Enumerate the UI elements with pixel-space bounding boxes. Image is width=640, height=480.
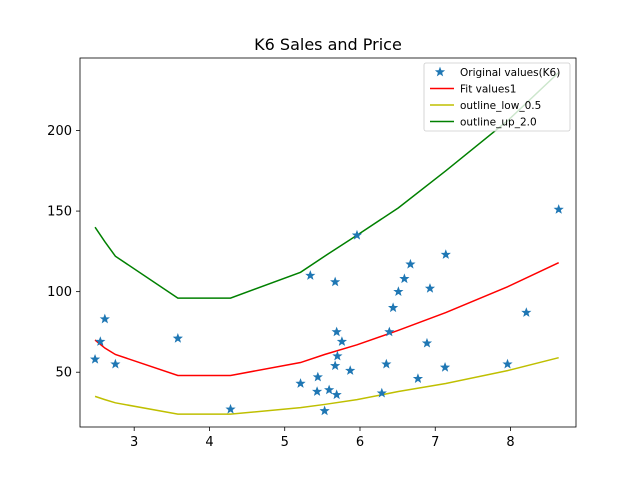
plot-frame xyxy=(79,57,577,428)
legend-marker-star xyxy=(434,66,446,77)
data-point xyxy=(521,307,532,317)
data-point xyxy=(393,286,404,296)
data-point xyxy=(312,371,323,382)
data-point xyxy=(440,249,451,259)
x-tick-label: 7 xyxy=(431,435,439,450)
x-tick-label: 8 xyxy=(506,435,514,450)
data-point xyxy=(412,373,424,383)
data-point xyxy=(332,350,343,361)
data-point xyxy=(388,302,399,313)
data-point xyxy=(331,389,342,400)
y-tick-label: 200 xyxy=(47,124,72,139)
series-line-0 xyxy=(94,261,560,377)
plot-area xyxy=(89,71,564,416)
data-point xyxy=(376,387,387,398)
legend-label: Fit values1 xyxy=(460,84,516,96)
y-tick-label: 100 xyxy=(47,285,72,300)
data-point xyxy=(345,365,356,375)
data-point xyxy=(384,326,395,337)
data-point xyxy=(424,283,436,293)
data-point xyxy=(405,258,416,269)
data-point xyxy=(225,403,236,414)
legend-label: outline_up_2.0 xyxy=(460,117,537,129)
data-point xyxy=(324,384,335,395)
data-point xyxy=(351,229,363,240)
data-point xyxy=(502,358,513,369)
series-line-2 xyxy=(94,71,560,299)
data-point xyxy=(421,337,433,348)
data-point xyxy=(330,276,341,287)
data-point xyxy=(172,333,183,343)
data-point xyxy=(99,313,110,324)
legend-label: Original values(K6) xyxy=(460,67,560,79)
data-point xyxy=(305,270,316,280)
data-point xyxy=(311,386,323,396)
axes: 3 4 5 6 7 8 50 100 150 200 xyxy=(47,57,577,450)
data-point xyxy=(399,273,410,284)
data-point xyxy=(381,358,392,369)
data-point xyxy=(295,378,306,388)
legend-box xyxy=(423,62,571,132)
data-point xyxy=(330,360,341,371)
data-point xyxy=(110,358,121,369)
data-point xyxy=(89,353,101,364)
chart-title: K6 Sales and Price xyxy=(254,35,402,54)
data-point xyxy=(439,362,451,372)
series-line-1 xyxy=(94,356,559,415)
y-tick-label: 50 xyxy=(55,366,72,381)
x-tick-label: 4 xyxy=(205,435,213,450)
data-point xyxy=(336,336,348,346)
data-point xyxy=(331,326,342,337)
legend-label: outline_low_0.5 xyxy=(460,100,541,112)
legend: Original values(K6) Fit values1 outline_lo… xyxy=(423,62,571,132)
data-point xyxy=(319,405,330,416)
data-point xyxy=(553,204,564,214)
x-tick-label: 5 xyxy=(281,435,289,450)
x-tick-label: 6 xyxy=(356,435,364,450)
y-tick-label: 150 xyxy=(47,205,72,220)
x-tick-label: 3 xyxy=(130,435,138,450)
data-point xyxy=(95,336,106,346)
